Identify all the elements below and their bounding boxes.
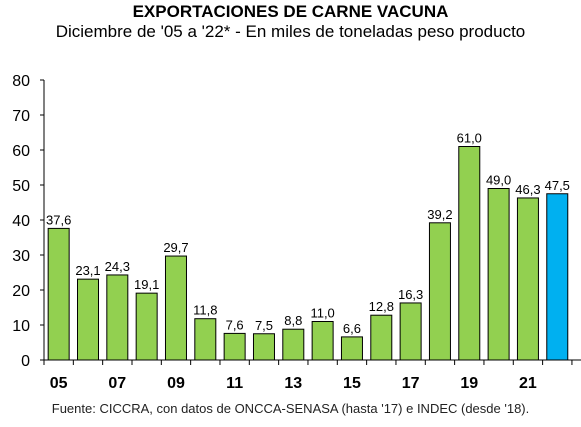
data-label: 11,0 bbox=[310, 306, 334, 321]
data-label: 47,5 bbox=[545, 178, 570, 193]
x-tick-label: 15 bbox=[343, 375, 361, 392]
bar bbox=[428, 222, 451, 361]
x-tick-label: 05 bbox=[50, 375, 68, 392]
data-label: 49,0 bbox=[486, 173, 511, 188]
bar bbox=[223, 332, 246, 361]
data-label: 46,3 bbox=[515, 182, 540, 197]
bar bbox=[546, 193, 569, 361]
x-tick-label: 21 bbox=[519, 375, 537, 392]
bar bbox=[164, 255, 187, 361]
chart-source-note: Fuente: CICCRA, con datos de ONCCA-SENAS… bbox=[51, 401, 530, 416]
x-tick-label: 07 bbox=[108, 375, 126, 392]
bar bbox=[370, 314, 393, 361]
data-label: 37,6 bbox=[46, 212, 71, 227]
data-label: 11,8 bbox=[193, 303, 217, 318]
y-tick-label: 30 bbox=[12, 248, 30, 265]
chart-title: EXPORTACIONES DE CARNE VACUNA bbox=[132, 2, 449, 21]
data-label: 19,1 bbox=[134, 277, 159, 292]
bar bbox=[77, 278, 99, 361]
y-tick-label: 0 bbox=[21, 353, 30, 370]
bar bbox=[106, 274, 129, 361]
bar bbox=[135, 292, 158, 361]
data-label: 29,7 bbox=[163, 240, 188, 255]
bar bbox=[458, 146, 481, 361]
y-tick-label: 80 bbox=[12, 73, 30, 90]
data-label: 6,6 bbox=[343, 321, 361, 336]
x-tick-label: 17 bbox=[402, 375, 420, 392]
bar bbox=[194, 318, 217, 361]
data-label: 12,8 bbox=[369, 299, 394, 314]
bar bbox=[340, 336, 363, 361]
data-label: 7,5 bbox=[255, 318, 273, 333]
data-label: 61,0 bbox=[457, 131, 482, 146]
data-label: 16,3 bbox=[398, 287, 423, 302]
data-label: 23,1 bbox=[75, 263, 100, 278]
bar bbox=[311, 321, 334, 361]
bar bbox=[399, 302, 422, 361]
bar bbox=[282, 328, 305, 361]
y-tick-label: 60 bbox=[12, 143, 30, 160]
data-label: 39,2 bbox=[427, 207, 452, 222]
data-label: 8,8 bbox=[284, 313, 302, 328]
data-label: 24,3 bbox=[105, 259, 130, 274]
chart-subtitle: Diciembre de '05 a '22* - En miles de to… bbox=[55, 22, 526, 41]
x-tick-label: 09 bbox=[167, 375, 185, 392]
bar bbox=[252, 333, 275, 361]
bar bbox=[516, 197, 539, 361]
x-tick-label: 19 bbox=[460, 375, 478, 392]
y-tick-label: 10 bbox=[12, 318, 30, 335]
bar bbox=[47, 227, 70, 361]
x-tick-label: 13 bbox=[284, 375, 302, 392]
data-label: 7,6 bbox=[226, 317, 244, 332]
y-tick-label: 20 bbox=[12, 283, 30, 300]
y-tick-label: 50 bbox=[12, 178, 30, 195]
y-tick-label: 40 bbox=[12, 213, 30, 230]
x-tick-label: 11 bbox=[226, 375, 243, 392]
bar bbox=[487, 188, 510, 361]
y-tick-label: 70 bbox=[12, 108, 30, 125]
